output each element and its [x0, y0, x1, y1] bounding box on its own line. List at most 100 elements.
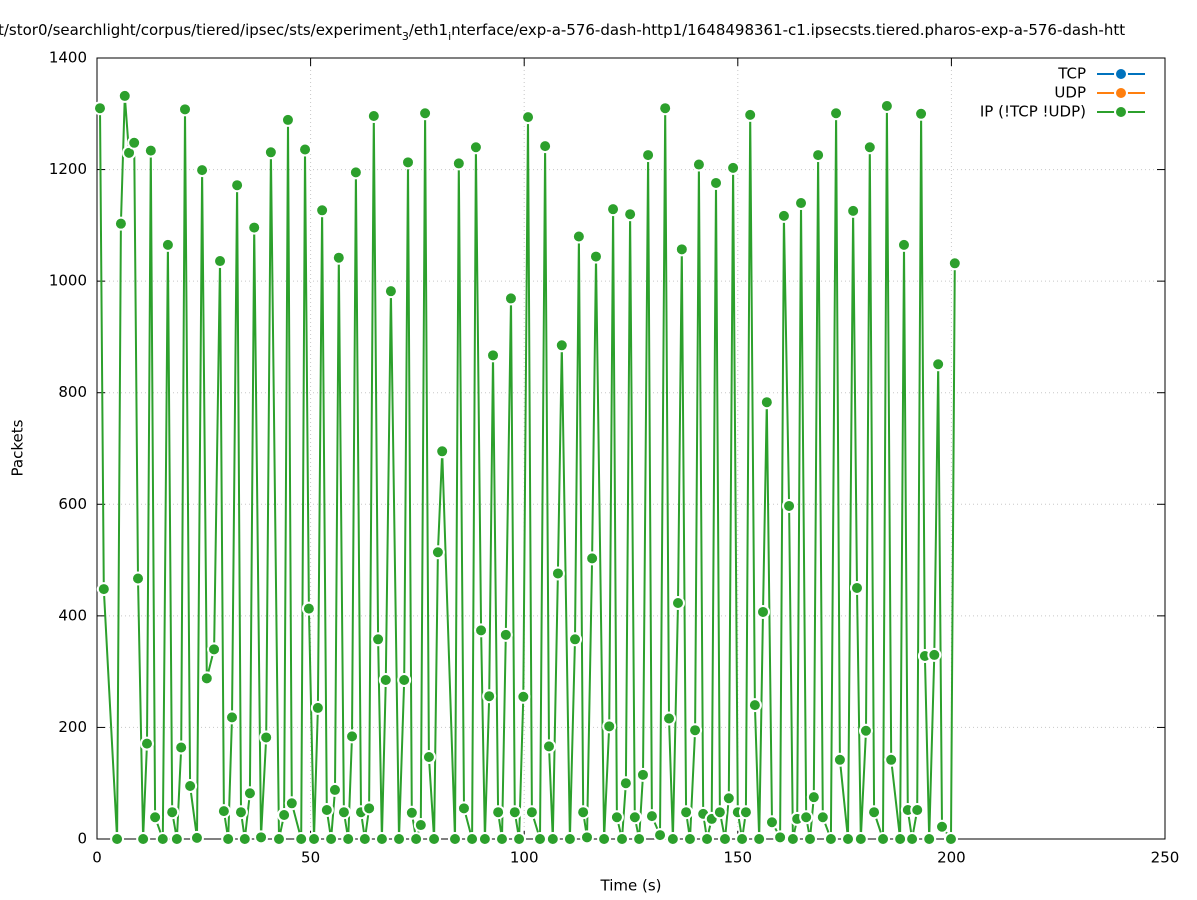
data-point: [413, 818, 428, 833]
data-point: [735, 832, 750, 846]
data-point: [113, 216, 128, 231]
data-point: [242, 786, 257, 801]
y-tick-label: 1200: [49, 160, 87, 178]
series-line: [99, 95, 956, 843]
data-point: [665, 832, 680, 846]
data-point: [136, 832, 151, 846]
data-point: [606, 202, 621, 217]
data-point: [371, 632, 386, 647]
data-point: [348, 165, 363, 180]
data-point: [259, 730, 274, 745]
data-point: [491, 805, 506, 820]
data-point: [747, 698, 762, 713]
legend-marker: [1114, 67, 1128, 81]
data-point: [482, 689, 497, 704]
data-point: [914, 106, 929, 121]
data-point: [585, 551, 600, 566]
data-point: [700, 832, 715, 846]
data-point: [910, 802, 925, 817]
legend-label: TCP: [1057, 65, 1086, 83]
data-point: [743, 107, 758, 122]
data-point: [776, 208, 791, 223]
data-point: [155, 832, 170, 846]
data-point: [341, 832, 356, 846]
y-tick-label: 600: [58, 495, 87, 513]
data-point: [92, 101, 107, 116]
data-point: [486, 348, 501, 363]
data-point: [494, 832, 509, 846]
data-point: [896, 237, 911, 252]
data-point: [357, 832, 372, 846]
data-point: [366, 109, 381, 124]
data-point: [846, 203, 861, 218]
data-point: [541, 739, 556, 754]
data-point: [756, 604, 771, 619]
data-point: [794, 196, 809, 211]
title-part: 3: [402, 30, 409, 43]
data-point: [829, 106, 844, 121]
data-point: [618, 776, 633, 791]
data-point: [280, 112, 295, 127]
data-point: [533, 832, 548, 846]
data-point: [143, 143, 158, 158]
data-point: [764, 815, 779, 830]
data-point: [284, 796, 299, 811]
data-point: [503, 291, 518, 306]
data-point: [609, 810, 624, 825]
data-point: [562, 832, 577, 846]
data-point: [799, 810, 814, 825]
data-point: [247, 220, 262, 235]
data-point: [233, 805, 248, 820]
data-point: [345, 729, 360, 744]
x-tick-label: 100: [510, 849, 539, 867]
y-tick-label: 800: [58, 383, 87, 401]
legend-label: IP (!TCP !UDP): [980, 103, 1086, 121]
data-point: [110, 832, 125, 846]
data-point: [498, 627, 513, 642]
data-point: [717, 832, 732, 846]
data-point: [943, 832, 958, 846]
data-point: [682, 832, 697, 846]
data-point: [867, 805, 882, 820]
data-point: [662, 711, 677, 726]
data-point: [148, 810, 163, 825]
data-point: [709, 175, 724, 190]
data-point: [759, 395, 774, 410]
data-point: [421, 749, 436, 764]
y-tick-label: 0: [77, 830, 87, 848]
data-point: [224, 710, 239, 725]
data-point: [117, 88, 132, 103]
data-point: [404, 805, 419, 820]
data-point: [310, 700, 325, 715]
data-point: [447, 832, 462, 846]
data-point: [237, 832, 252, 846]
data-point: [688, 723, 703, 738]
data-point: [139, 736, 154, 751]
data-point: [579, 830, 594, 845]
data-point: [858, 723, 873, 738]
data-point: [849, 580, 864, 595]
x-tick-label: 250: [1151, 849, 1180, 867]
data-point: [853, 832, 868, 846]
x-tick-label: 150: [723, 849, 752, 867]
data-point: [538, 139, 553, 154]
data-point: [331, 250, 346, 265]
y-tick-label: 400: [58, 606, 87, 624]
data-point: [524, 805, 539, 820]
data-point: [712, 805, 727, 820]
data-point: [327, 782, 342, 797]
y-tick-label: 1000: [49, 272, 87, 290]
data-point: [635, 767, 650, 782]
data-point: [641, 148, 656, 163]
data-point: [545, 832, 560, 846]
y-axis-label: Packets: [9, 419, 27, 476]
data-point: [512, 832, 527, 846]
data-point: [658, 101, 673, 116]
data-point: [165, 805, 180, 820]
x-tick-label: 50: [301, 849, 320, 867]
legend-marker: [1114, 86, 1128, 100]
data-point: [383, 284, 398, 299]
data-point: [271, 832, 286, 846]
data-point: [298, 142, 313, 157]
data-point: [319, 802, 334, 817]
